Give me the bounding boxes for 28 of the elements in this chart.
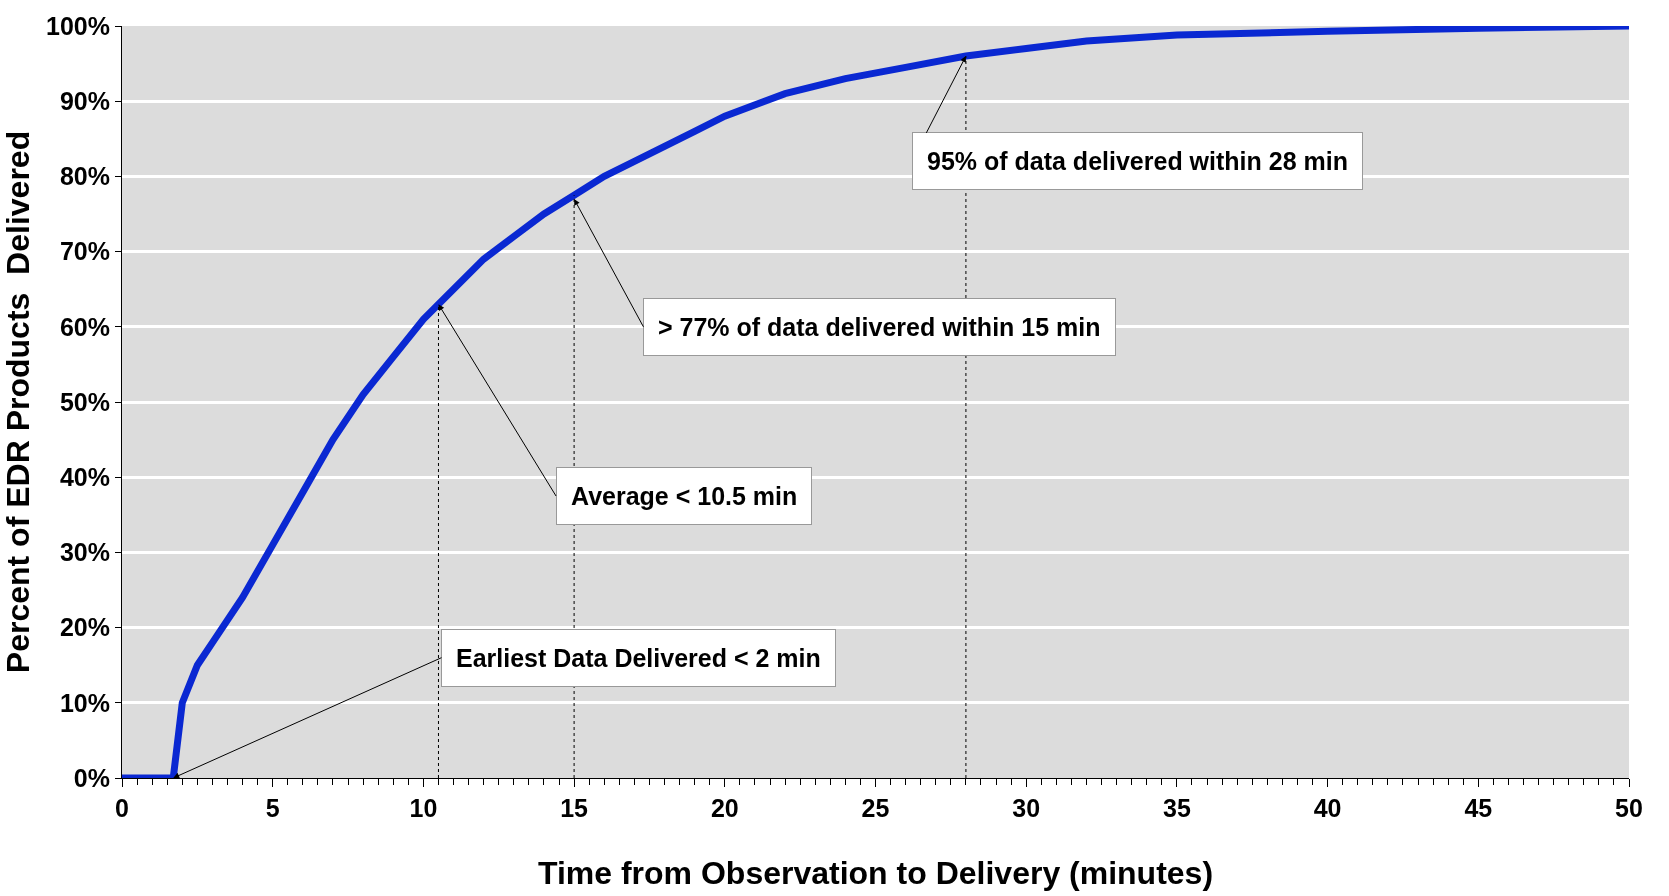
y-tick-label: 0% [73, 763, 110, 792]
y-tick-label: 30% [59, 538, 110, 567]
x-tick-label: 5 [265, 794, 280, 822]
x-tick-label: 50 [1615, 794, 1643, 822]
x-tick-label: 10 [409, 794, 438, 822]
x-tick-label: 20 [710, 794, 739, 822]
x-tick-label: 40 [1313, 794, 1342, 822]
x-tick-label: 25 [861, 794, 890, 822]
y-tick-label: 80% [59, 162, 110, 191]
x-tick-label: 0 [115, 794, 129, 822]
y-tick-label: 70% [59, 237, 110, 266]
x-tick-label: 45 [1464, 794, 1493, 822]
y-tick-label: 60% [59, 312, 110, 341]
annotation: 95% of data delivered within 28 min [927, 147, 1348, 175]
x-axis-title: Time from Observation to Delivery (minutes) [537, 854, 1214, 891]
y-tick-label: 100% [46, 11, 110, 40]
y-tick-label: 10% [59, 688, 110, 717]
y-axis-title: Percent of EDR Products Delivered [0, 130, 36, 674]
y-tick-label: 90% [59, 86, 110, 115]
annotation: > 77% of data delivered within 15 min [658, 313, 1101, 341]
y-tick-label: 40% [59, 462, 110, 491]
x-tick-label: 15 [560, 794, 589, 822]
annotation: Earliest Data Delivered < 2 min [456, 644, 821, 672]
y-tick-label: 20% [59, 613, 110, 642]
x-tick-label: 30 [1012, 794, 1041, 822]
x-tick-label: 35 [1162, 794, 1191, 822]
annotation: Average < 10.5 min [571, 482, 798, 510]
y-tick-label: 50% [59, 387, 110, 416]
